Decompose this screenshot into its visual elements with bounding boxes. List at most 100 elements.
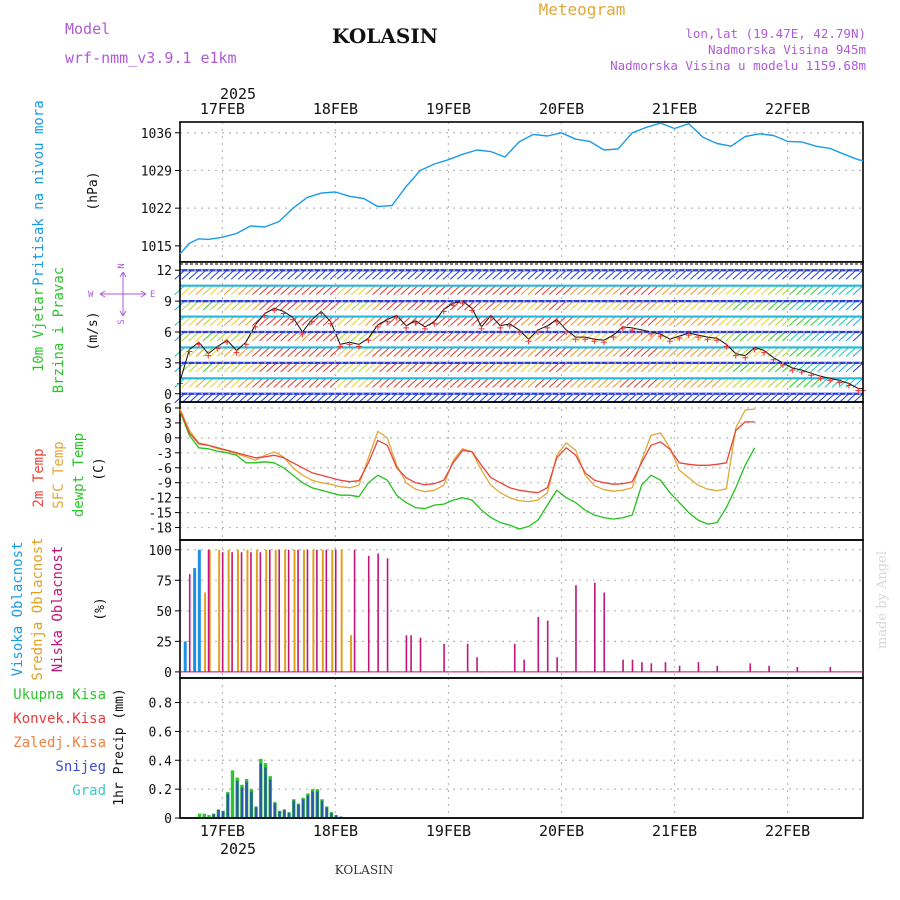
tick-label: 25	[156, 635, 172, 650]
wind-barb	[824, 285, 836, 296]
wind-barb	[414, 362, 426, 373]
low-cloud-bar	[240, 552, 243, 672]
wind-barb	[485, 377, 496, 388]
wind-barb	[414, 316, 426, 326]
wind-barb	[803, 285, 814, 296]
wind-barb	[506, 377, 518, 388]
wind-barb	[852, 362, 864, 373]
wind-barb	[796, 377, 807, 388]
wind-barb	[464, 331, 475, 342]
wind-barb	[499, 300, 511, 311]
wind-barb	[626, 362, 638, 373]
wind-barb	[273, 285, 284, 296]
wind-barb	[711, 269, 723, 280]
wind-panel: 0 3 6 9 12	[156, 261, 866, 404]
wind-barb	[570, 347, 581, 357]
precip-snow-bar	[221, 811, 225, 818]
wind-barb	[280, 269, 292, 280]
wind-barb	[704, 285, 715, 296]
wind-barb	[633, 316, 645, 326]
wind-barb	[280, 347, 292, 357]
wind-barb	[760, 316, 772, 326]
wind-barb	[202, 285, 214, 296]
wind-gust-marker	[600, 339, 607, 346]
wind-barb	[767, 331, 779, 342]
low-cloud-bar	[664, 662, 667, 672]
tick-label: 50	[156, 605, 172, 620]
wind-barb	[831, 316, 843, 326]
wind-barb	[365, 347, 376, 357]
wind-barb	[789, 331, 800, 342]
wind-barb	[237, 377, 249, 388]
tick-label: 0	[164, 666, 172, 681]
wind-barb	[661, 269, 673, 280]
wind-barb	[555, 347, 567, 357]
precip-unit: 1hr Precip (mm)	[112, 688, 127, 805]
wind-barb	[668, 269, 680, 280]
wind-barb	[223, 331, 235, 342]
wind-barb	[449, 347, 461, 357]
wind-gust-marker	[676, 335, 683, 342]
precip-total-bar	[197, 813, 202, 818]
wind-barb	[478, 269, 489, 280]
wind-barb	[577, 269, 588, 280]
precip-snow-bar	[268, 779, 272, 818]
wind-gust-marker	[732, 352, 739, 359]
day-label: 20FEB	[539, 822, 584, 840]
wind-barb	[315, 285, 327, 296]
precip-snow-bar	[226, 794, 230, 818]
wind-barb	[668, 316, 680, 326]
wind-barb	[796, 285, 807, 296]
wind-barb	[372, 300, 383, 311]
wind-barb	[598, 377, 609, 388]
wind-barb	[527, 300, 539, 311]
wind-barb	[817, 347, 829, 357]
wind-barb	[245, 316, 256, 326]
wind-barb	[760, 377, 772, 388]
wind-barb	[796, 331, 807, 342]
wind-barb	[845, 300, 857, 311]
wind-barb	[796, 300, 807, 311]
wind-barb	[386, 285, 398, 296]
wind-barb	[612, 331, 624, 342]
wind-barb	[421, 347, 433, 357]
wind-barb	[852, 331, 864, 342]
wind-barb	[690, 347, 701, 357]
wind-barb	[237, 269, 249, 280]
wind-barb	[485, 331, 496, 342]
wind-barb	[308, 316, 320, 326]
wind-barb	[562, 377, 574, 388]
wind-gust-marker	[582, 336, 589, 343]
wind-gust-marker	[544, 324, 551, 331]
wind-barb	[400, 331, 412, 342]
wind-gust-marker	[648, 331, 655, 338]
precip-snow-bar	[334, 815, 338, 818]
wind-barb	[428, 347, 440, 357]
wind-barb	[598, 362, 609, 373]
wind-barb	[852, 300, 864, 311]
wind-barb	[647, 362, 659, 373]
wind-barb	[301, 300, 313, 311]
wind-barb	[365, 362, 376, 373]
low-cloud-bar	[476, 657, 478, 672]
wind-barb	[796, 269, 807, 280]
wind-gust-marker	[695, 334, 702, 341]
wind-barb	[372, 331, 383, 342]
wind-barb	[343, 269, 355, 280]
wind-barb	[697, 285, 708, 296]
wind-barb	[520, 347, 532, 357]
tick-label: 1036	[141, 127, 172, 142]
wind-barb	[789, 316, 800, 326]
precip-snow-bar	[217, 810, 220, 818]
wind-barb	[683, 269, 694, 280]
wind-barb	[414, 347, 426, 357]
wind-barb	[365, 300, 376, 311]
wind-barb	[188, 331, 200, 342]
wind-barb	[732, 316, 744, 326]
wind-barb	[838, 285, 850, 296]
wind-barb	[640, 377, 652, 388]
wind-barb	[845, 285, 857, 296]
wind-barb	[188, 269, 200, 280]
model-name: wrf-nmm_v3.9.1 e1km	[65, 49, 237, 67]
wind-barb	[605, 347, 617, 357]
